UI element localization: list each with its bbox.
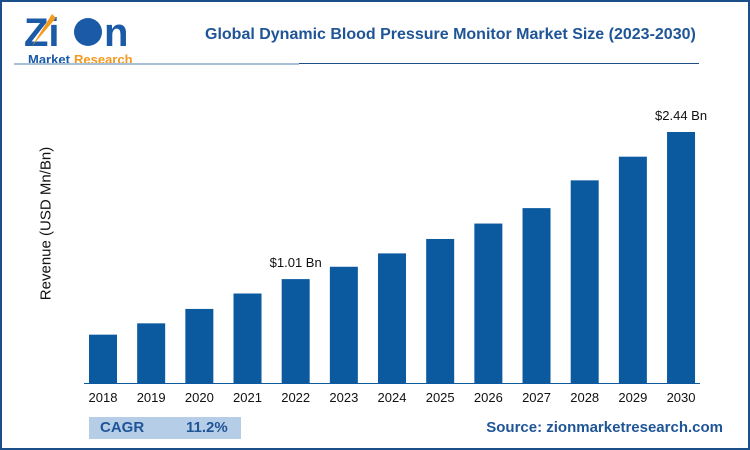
- x-tick-label: 2018: [89, 390, 118, 405]
- bar-2025: [426, 238, 455, 383]
- bar-2023: [329, 266, 358, 383]
- bar-2027: [522, 208, 551, 383]
- x-tick-label: 2022: [281, 390, 310, 405]
- bar-2026: [474, 223, 503, 383]
- bar-2029: [618, 156, 647, 383]
- x-tick-label: 2025: [426, 390, 455, 405]
- bar-2022: [281, 279, 310, 383]
- x-tick-label: 2023: [329, 390, 358, 405]
- x-tick-label: 2019: [137, 390, 166, 405]
- x-tick-label: 2029: [618, 390, 647, 405]
- x-tick-label: 2028: [570, 390, 599, 405]
- chart-title: Global Dynamic Blood Pressure Monitor Ma…: [205, 26, 696, 43]
- bar-2028: [570, 180, 599, 383]
- x-tick-label: 2030: [667, 390, 696, 405]
- data-label-2030: $2.44 Bn: [655, 108, 707, 123]
- divider: [299, 63, 699, 64]
- bar-2030: [667, 132, 696, 383]
- x-tick-label: 2024: [378, 390, 407, 405]
- source-text: Source: zionmarketresearch.com: [486, 419, 723, 436]
- x-tick-label: 2021: [233, 390, 262, 405]
- bar-2018: [89, 334, 117, 383]
- x-tick-label: 2026: [474, 390, 503, 405]
- bar-2020: [185, 308, 214, 383]
- x-tick-label: 2027: [522, 390, 551, 405]
- bar-2024: [378, 253, 407, 383]
- cagr-value: 11.2%: [186, 419, 228, 436]
- data-label-2022: $1.01 Bn: [270, 255, 322, 270]
- x-tick-label: 2020: [185, 390, 214, 405]
- bar-2019: [137, 323, 166, 383]
- bar-2021: [233, 293, 262, 383]
- divider: [14, 63, 299, 65]
- svg-text:n: n: [104, 11, 128, 55]
- cagr-badge: CAGR 11.2%: [89, 417, 241, 439]
- cagr-label: CAGR: [100, 419, 145, 436]
